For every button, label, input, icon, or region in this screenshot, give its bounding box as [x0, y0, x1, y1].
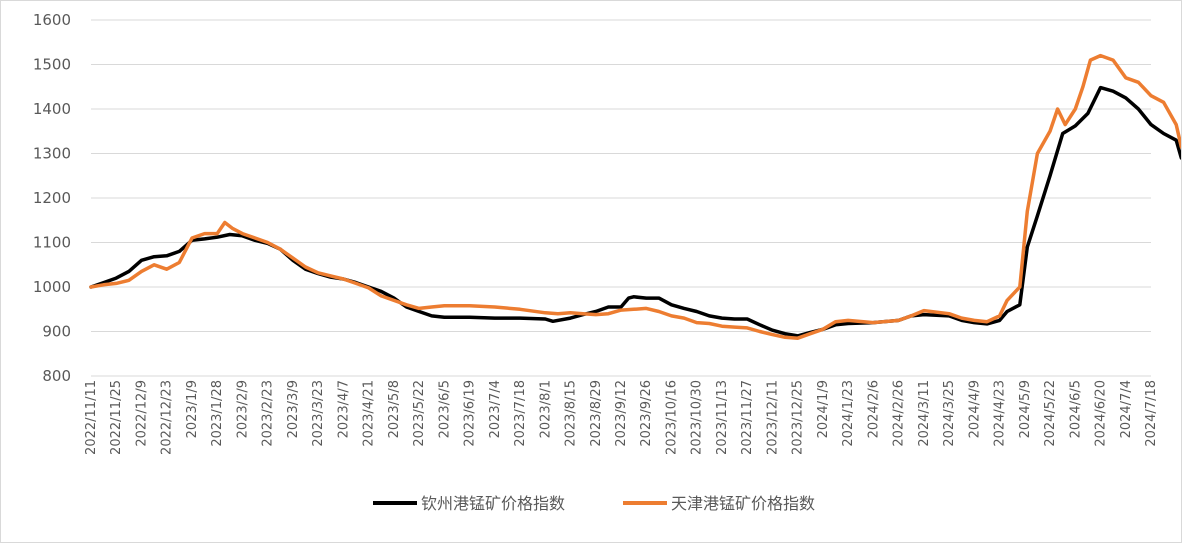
series-lines [89, 53, 1182, 340]
x-tick-label: 2024/4/23 [993, 380, 1008, 447]
x-tick-label: 2023/7/18 [513, 380, 528, 447]
x-tick-label: 2024/1/9 [816, 380, 831, 438]
series-line-0 [89, 85, 1182, 338]
x-tick-label: 2024/2/6 [866, 380, 881, 438]
x-tick-label: 2024/6/5 [1068, 380, 1083, 438]
x-tick-label: 2023/2/23 [261, 380, 276, 447]
x-tick-label: 2023/11/27 [740, 380, 755, 455]
x-tick-label: 2023/10/16 [664, 380, 679, 455]
x-tick-label: 2022/11/25 [109, 380, 124, 455]
x-tick-label: 2024/4/9 [967, 380, 982, 438]
x-tick-label: 2024/1/23 [841, 380, 856, 447]
x-tick-label: 2023/3/23 [311, 380, 326, 447]
x-tick-label: 2024/7/4 [1119, 380, 1134, 438]
x-tick-label: 2023/5/22 [412, 380, 427, 447]
legend: 钦州港锰矿价格指数 天津港锰矿价格指数 [373, 494, 815, 513]
x-tick-label: 2023/8/1 [538, 380, 553, 438]
x-tick-label: 2023/4/21 [362, 380, 377, 447]
y-tick-label: 1300 [33, 145, 71, 163]
x-tick-label: 2024/7/18 [1144, 380, 1159, 447]
y-tick-label: 800 [42, 367, 71, 385]
x-tick-label: 2023/7/4 [488, 380, 503, 438]
y-tick-label: 1100 [33, 234, 71, 252]
x-tick-label: 2024/5/22 [1043, 380, 1058, 447]
x-axis-ticks: 2022/11/11 2022/11/25 2022/12/9 2022/12/23 2… [84, 380, 1159, 455]
legend-label: 钦州港锰矿价格指数 [421, 494, 565, 513]
series-line-1 [89, 53, 1182, 340]
x-tick-label: 2023/11/13 [715, 380, 730, 455]
x-tick-label: 2023/5/8 [387, 380, 402, 438]
x-tick-label: 2022/12/9 [134, 380, 149, 447]
x-tick-label: 2024/3/25 [942, 380, 957, 447]
x-tick-label: 2024/3/11 [917, 380, 932, 447]
y-axis-ticks: 800 900 1000 1100 1200 1300 1400 1500 1600 [33, 11, 71, 385]
x-tick-label: 2023/3/9 [286, 380, 301, 438]
x-tick-label: 2022/12/23 [160, 380, 175, 455]
y-tick-label: 900 [42, 323, 71, 341]
x-tick-label: 2023/1/28 [210, 380, 225, 447]
y-tick-label: 1500 [33, 56, 71, 74]
x-tick-label: 2023/12/11 [765, 380, 780, 455]
legend-label: 天津港锰矿价格指数 [671, 494, 815, 513]
x-tick-label: 2022/11/11 [84, 380, 99, 455]
x-tick-label: 2024/2/26 [892, 380, 907, 447]
x-tick-label: 2023/12/25 [791, 380, 806, 455]
x-tick-label: 2023/9/12 [614, 380, 629, 447]
x-tick-label: 2023/6/19 [463, 380, 478, 447]
x-tick-label: 2023/8/29 [589, 380, 604, 447]
y-tick-label: 1400 [33, 100, 71, 118]
y-tick-label: 1000 [33, 278, 71, 296]
x-tick-label: 2023/6/5 [437, 380, 452, 438]
x-tick-label: 2023/8/15 [564, 380, 579, 447]
x-tick-label: 2024/5/9 [1018, 380, 1033, 438]
x-tick-label: 2023/4/7 [336, 380, 351, 438]
y-tick-label: 1600 [33, 11, 71, 29]
x-tick-label: 2024/6/20 [1094, 380, 1109, 447]
x-tick-label: 2023/1/9 [185, 380, 200, 438]
y-tick-label: 1200 [33, 189, 71, 207]
x-tick-label: 2023/2/9 [235, 380, 250, 438]
x-tick-label: 2023/9/26 [639, 380, 654, 447]
x-tick-label: 2023/10/30 [690, 380, 705, 455]
